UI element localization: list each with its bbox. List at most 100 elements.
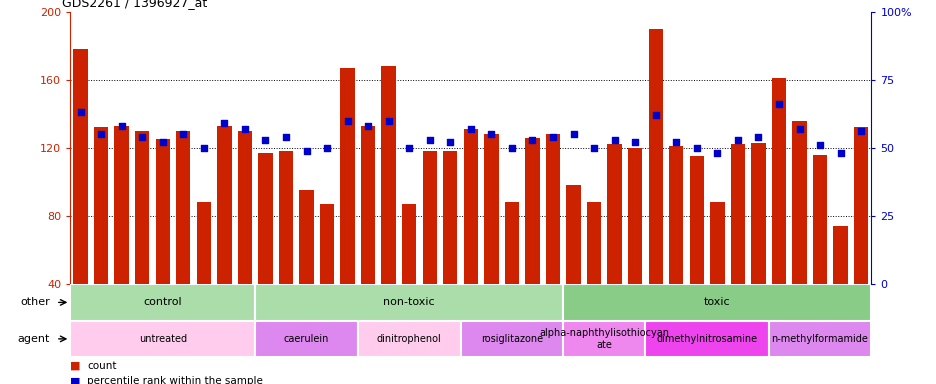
Text: caerulein: caerulein — [284, 334, 329, 344]
Point — [648, 112, 663, 118]
Bar — [213, 12, 234, 284]
Bar — [809, 12, 829, 284]
Bar — [853, 127, 868, 284]
Bar — [563, 321, 645, 357]
Text: toxic: toxic — [703, 297, 730, 308]
Bar — [751, 143, 765, 284]
Bar — [563, 12, 583, 284]
Point — [545, 134, 560, 140]
Text: control: control — [143, 297, 182, 308]
Bar — [563, 284, 870, 321]
Bar — [238, 131, 252, 284]
Bar — [525, 137, 539, 284]
Bar — [340, 68, 355, 284]
Point — [750, 134, 765, 140]
Point — [216, 120, 231, 126]
Bar — [565, 185, 580, 284]
Point — [155, 139, 170, 146]
Point — [360, 123, 375, 129]
Point — [340, 118, 355, 124]
Bar — [505, 202, 519, 284]
Bar — [419, 12, 440, 284]
Text: rosiglitazone: rosiglitazone — [480, 334, 542, 344]
Bar — [275, 12, 296, 284]
Bar — [768, 12, 788, 284]
Bar — [378, 12, 399, 284]
Text: non-toxic: non-toxic — [383, 297, 434, 308]
Bar — [111, 12, 132, 284]
Bar — [648, 28, 662, 284]
Bar — [586, 202, 601, 284]
Bar — [461, 12, 480, 284]
Point — [791, 126, 806, 132]
Point — [607, 137, 622, 143]
Bar — [381, 66, 395, 284]
Bar — [832, 226, 847, 284]
Bar — [132, 12, 153, 284]
Bar — [255, 284, 563, 321]
Bar — [94, 127, 109, 284]
Bar — [645, 321, 768, 357]
Bar — [194, 12, 213, 284]
Bar — [484, 134, 498, 284]
Bar — [299, 190, 314, 284]
Bar — [399, 12, 419, 284]
Bar — [358, 12, 378, 284]
Bar — [155, 139, 169, 284]
Bar — [296, 12, 316, 284]
Bar — [255, 321, 358, 357]
Point — [524, 137, 539, 143]
Text: alpha-naphthylisothiocyan
ate: alpha-naphthylisothiocyan ate — [539, 328, 668, 350]
Bar — [607, 144, 622, 284]
Bar — [91, 12, 111, 284]
Bar — [627, 148, 642, 284]
Bar — [279, 151, 293, 284]
Point — [319, 145, 334, 151]
Point — [586, 145, 601, 151]
Bar — [727, 12, 747, 284]
Text: percentile rank within the sample: percentile rank within the sample — [87, 376, 263, 384]
Bar — [70, 284, 255, 321]
Point — [443, 139, 458, 146]
Point — [853, 128, 868, 134]
Point — [689, 145, 704, 151]
Bar — [135, 131, 149, 284]
Bar — [788, 12, 809, 284]
Bar — [812, 155, 826, 284]
Text: ■: ■ — [70, 361, 80, 371]
Bar — [583, 12, 604, 284]
Text: dimethylnitrosamine: dimethylnitrosamine — [656, 334, 757, 344]
Bar — [480, 12, 501, 284]
Text: untreated: untreated — [139, 334, 186, 344]
Bar — [176, 131, 190, 284]
Point — [237, 126, 252, 132]
Bar — [771, 78, 785, 284]
Bar — [768, 321, 870, 357]
Point — [627, 139, 642, 146]
Point — [381, 118, 396, 124]
Point — [565, 131, 580, 137]
Bar — [358, 321, 461, 357]
Point — [94, 131, 109, 137]
Bar — [463, 129, 477, 284]
Bar — [422, 151, 436, 284]
Bar — [255, 12, 275, 284]
Bar — [707, 12, 727, 284]
Bar — [850, 12, 870, 284]
Point — [257, 137, 272, 143]
Point — [483, 131, 498, 137]
Bar — [443, 151, 457, 284]
Point — [504, 145, 519, 151]
Point — [770, 101, 785, 107]
Text: other: other — [20, 297, 50, 308]
Bar — [604, 12, 624, 284]
Bar — [73, 49, 88, 284]
Bar — [440, 12, 461, 284]
Point — [422, 137, 437, 143]
Bar — [792, 121, 806, 284]
Bar — [70, 321, 255, 357]
Bar — [402, 204, 416, 284]
Text: dinitrophenol: dinitrophenol — [376, 334, 441, 344]
Text: count: count — [87, 361, 116, 371]
Point — [462, 126, 477, 132]
